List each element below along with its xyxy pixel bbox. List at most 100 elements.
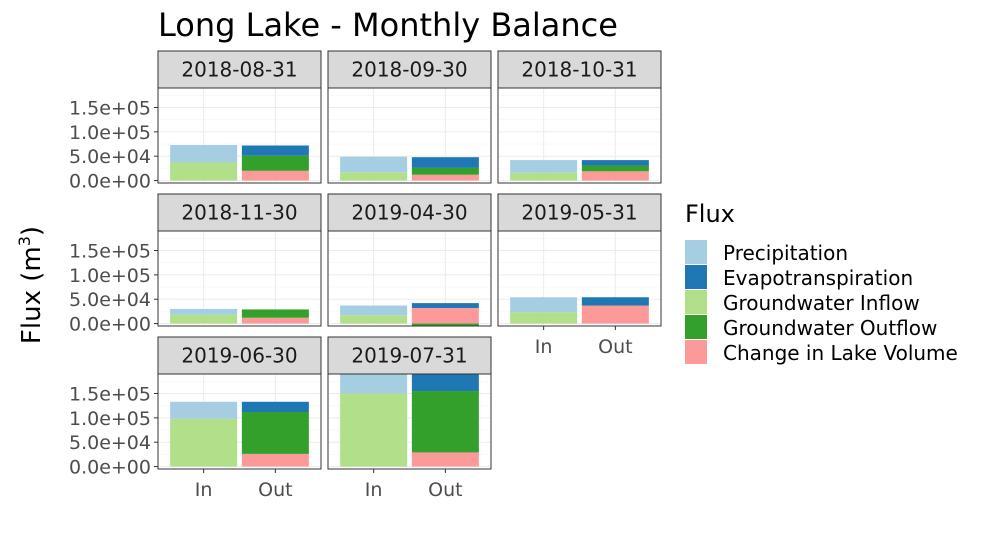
legend-key-groundwater-outflow xyxy=(685,315,707,339)
bar-out-evapotranspiration xyxy=(411,157,479,168)
facet-panel-border xyxy=(157,230,322,327)
y-axis-title-superscript: 3 xyxy=(15,236,34,246)
legend-label: Precipitation xyxy=(723,241,848,265)
bar-out-evapotranspiration xyxy=(411,374,479,392)
facet-strip-label: 2019-06-30 xyxy=(181,344,297,368)
bar-out-change-in-lake-volume xyxy=(241,170,309,181)
legend-key-change-in-lake-volume xyxy=(685,340,707,364)
x-tick-label: In xyxy=(365,479,383,501)
facet-strip xyxy=(157,50,322,89)
y-axis-title: Flux (m3) xyxy=(15,226,47,344)
y-tick-label: 5.0e+04 xyxy=(69,432,151,454)
bar-in-precipitation xyxy=(170,401,238,419)
facet-panel-border xyxy=(327,87,492,184)
bar-in-precipitation xyxy=(510,297,578,313)
bar-out-evapotranspiration xyxy=(581,297,649,306)
bar-out-evapotranspiration xyxy=(411,303,479,308)
bar-in-precipitation xyxy=(340,156,408,173)
facet-strip xyxy=(157,336,322,375)
facet-panel-border xyxy=(327,373,492,470)
legend-key-groundwater-inflow xyxy=(685,290,707,314)
legend-label: Change in Lake Volume xyxy=(723,341,958,365)
y-tick-label: 1.0e+05 xyxy=(69,408,151,430)
bar-in-groundwater-inflow xyxy=(340,172,408,181)
bar-in-precipitation xyxy=(170,145,238,163)
bar-in-precipitation xyxy=(510,160,578,173)
facet-strip xyxy=(327,193,492,232)
facet-2019-06: 2019-06-30 0.0e+00 5.0e+041.0e+05 1.5e+05 In… xyxy=(69,336,322,501)
bar-in-precipitation xyxy=(170,308,238,315)
bar-in-groundwater-inflow xyxy=(170,418,238,467)
facet-panel-border xyxy=(327,230,492,327)
y-tick-label: 1.5e+05 xyxy=(69,383,151,405)
legend-key-precipitation xyxy=(685,240,707,264)
y-tick-label: 0.0e+00 xyxy=(69,314,151,336)
bar-out-groundwater-outflow xyxy=(411,167,479,175)
x-tick-label: Out xyxy=(258,479,292,501)
legend-label: Evapotranspiration xyxy=(723,266,913,290)
x-tick-label: Out xyxy=(598,336,632,358)
facet-strip-label: 2019-04-30 xyxy=(351,201,467,225)
y-tick-label: 5.0e+04 xyxy=(69,289,151,311)
bar-out-change-in-lake-volume xyxy=(241,317,309,324)
x-tick-label: In xyxy=(535,336,553,358)
facet-2019-04: 2019-04-30 xyxy=(327,193,492,327)
legend-title: Flux xyxy=(685,200,735,228)
y-tick-label: 5.0e+04 xyxy=(69,146,151,168)
bar-out-groundwater-outflow xyxy=(581,165,649,172)
facet-strip xyxy=(327,50,492,89)
bar-in-groundwater-inflow xyxy=(340,393,408,467)
bar-out-change-in-lake-volume xyxy=(581,171,649,181)
facet-panels: 2018-08-310.0e+005.0e+041.0e+051.5e+0520… xyxy=(69,50,662,501)
bar-out-negative-groundwater-outflow xyxy=(411,323,479,326)
chart-title: Long Lake - Monthly Balance xyxy=(158,6,618,44)
facet-2018-11: 2018-11-30 0.0e+00 5.0e+041.0e+05 1.5e+05 xyxy=(69,193,322,336)
facet-2019-07: 2019-07-31 In Out xyxy=(327,336,492,501)
y-axis-title-base: Flux (m xyxy=(17,246,47,344)
x-tick-label: In xyxy=(195,479,213,501)
facet-panel-border xyxy=(157,373,322,470)
bar-out-change-in-lake-volume xyxy=(411,174,479,181)
bar-out-change-in-lake-volume xyxy=(411,452,479,467)
bar-out-evapotranspiration xyxy=(241,401,309,412)
bar-in-groundwater-inflow xyxy=(340,315,408,324)
bar-in-groundwater-inflow xyxy=(170,162,238,181)
legend-label: Groundwater Outflow xyxy=(723,316,937,340)
y-tick-label: 1.0e+05 xyxy=(69,265,151,287)
facet-strip-label: 2018-11-30 xyxy=(181,201,297,225)
facet-strip-label: 2018-10-31 xyxy=(521,58,637,82)
y-tick-label: 1.0e+05 xyxy=(69,122,151,144)
y-axis-title-end: ) xyxy=(17,226,47,236)
bar-in-precipitation xyxy=(340,305,408,316)
facet-2018-10: 2018-10-31 xyxy=(497,50,662,184)
facet-2018-09: 2018-09-30 xyxy=(327,50,492,184)
y-tick-label: 1.5e+05 xyxy=(69,240,151,262)
facet-strip-label: 2018-09-30 xyxy=(351,58,467,82)
bar-out-change-in-lake-volume xyxy=(581,305,649,324)
bar-in-groundwater-inflow xyxy=(510,312,578,324)
facet-strip-label: 2018-08-31 xyxy=(181,58,297,82)
bar-out-groundwater-outflow xyxy=(411,391,479,453)
facet-strip xyxy=(497,50,662,89)
y-tick-label: 1.5e+05 xyxy=(69,97,151,119)
facet-panel-border xyxy=(157,87,322,184)
bar-out-change-in-lake-volume xyxy=(411,307,479,324)
bar-out-groundwater-outflow xyxy=(241,412,309,454)
facet-strip-label: 2019-07-31 xyxy=(351,344,467,368)
bar-in-groundwater-inflow xyxy=(170,314,238,324)
x-tick-label: Out xyxy=(428,479,462,501)
bar-out-groundwater-outflow xyxy=(241,155,309,171)
bar-out-evapotranspiration xyxy=(241,145,309,156)
y-tick-label: 0.0e+00 xyxy=(69,457,151,479)
legend: Flux PrecipitationEvapotranspirationGrou… xyxy=(685,200,958,365)
facet-2018-08: 2018-08-31 0.0e+00 5.0e+041.0e+05 1.5e+05 xyxy=(69,50,322,193)
facet-strip-label: 2019-05-31 xyxy=(521,201,637,225)
bar-out-change-in-lake-volume xyxy=(241,453,309,467)
bar-in-precipitation xyxy=(340,374,408,394)
legend-label: Groundwater Inflow xyxy=(723,291,920,315)
legend-key-evapotranspiration xyxy=(685,265,707,289)
y-tick-label: 0.0e+00 xyxy=(69,171,151,193)
bar-in-groundwater-inflow xyxy=(510,172,578,181)
